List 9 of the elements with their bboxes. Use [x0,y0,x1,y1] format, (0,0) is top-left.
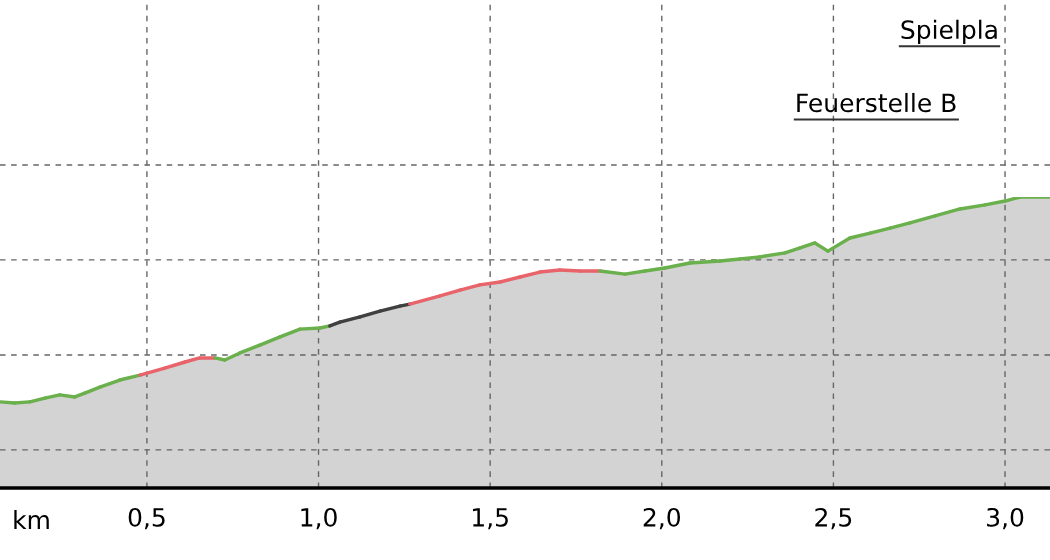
text: Spielpla [901,19,997,44]
x-tick-label: 1,0 [301,507,337,530]
x-tick-label: 1,5 [473,508,508,530]
x-tick-label: 2,0 [643,507,680,530]
text: Feuerstelle B [797,92,956,113]
x-tick-label: 0,5 [128,507,165,530]
x-axis-title: km [14,509,49,529]
x-tick-label: 2,5 [815,507,852,530]
x-tick-label: 3,0 [987,507,1024,530]
